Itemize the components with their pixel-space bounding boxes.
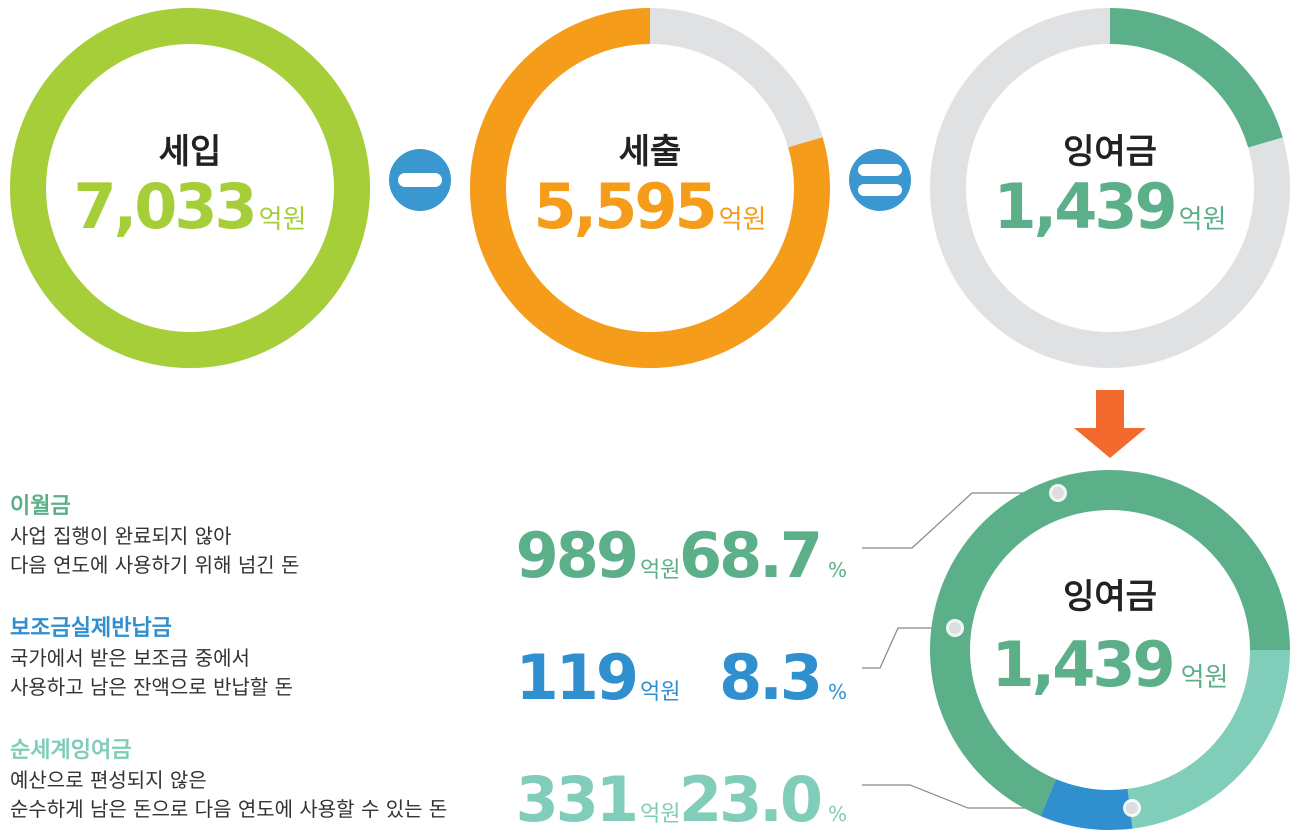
donut-amount-line: 1,439 억원 [992,628,1229,701]
donut-amount: 1,439 [992,628,1173,701]
minus-bar [398,173,442,187]
item-percent: 68.7 [679,519,820,592]
donut-amount: 7,033 [74,170,255,243]
donut-title: 잉여금 [1063,132,1157,172]
donut-unit: 억원 [1181,663,1229,693]
donut-title: 잉여금 [1063,577,1157,617]
item-percent: 23.0 [679,763,821,834]
donut-amount-line: 1,439 억원 [994,170,1227,243]
breakdown-arc [1127,649,1290,829]
item-description: 사업 집행이 완료되지 않아 [10,524,231,548]
equals-bar [858,164,902,176]
item-unit: 억원 [640,802,680,827]
donut-title: 세입 [159,132,222,172]
connector [862,492,1058,549]
breakdown-arc [930,470,1290,817]
item-percent-unit: % [828,802,847,826]
donut-unit: 억원 [719,205,767,235]
donut-unit: 억원 [1179,205,1227,235]
marker-dot-inner [1052,487,1064,499]
item-description: 사용하고 남은 잔액으로 반납할 돈 [10,675,293,699]
item-name: 순세계잉여금 [10,738,131,763]
item-amount: 119 [516,641,636,714]
marker-dot-inner [1126,802,1138,814]
item-name: 이월금 [10,494,71,519]
item-description: 순수하게 남은 돈으로 다음 연도에 사용할 수 있는 돈 [10,797,447,821]
donut-amount: 5,595 [534,170,715,243]
item-description: 국가에서 받은 보조금 중에서 [10,646,250,670]
donut-arc [10,8,370,368]
item-description: 다음 연도에 사용하기 위해 넘긴 돈 [10,553,299,577]
item-percent-unit: % [828,680,847,704]
item-description: 예산으로 편성되지 않은 [10,768,207,792]
item-amount: 331 [516,763,636,834]
donut-amount-line: 7,033 억원 [74,170,307,243]
donut-amount-line: 5,595 억원 [534,170,767,243]
item-percent: 8.3 [719,641,820,714]
down-arrow [1074,390,1146,458]
equals-bar [858,184,902,196]
equals-sign [849,149,911,211]
item-amount: 989 [516,519,636,592]
item-unit: 억원 [640,558,680,583]
item-unit: 억원 [640,680,680,705]
donut-title: 세출 [619,132,682,172]
breakdown-arc [1040,778,1133,830]
item-percent-unit: % [828,558,847,582]
donut-arc [470,8,830,368]
item-name: 보조금실제반납금 [10,616,172,641]
donut-amount: 1,439 [994,170,1175,243]
donut-unit: 억원 [259,205,307,235]
donut-arc [1109,8,1283,148]
connector [862,627,955,669]
marker-dot-inner [949,622,961,634]
